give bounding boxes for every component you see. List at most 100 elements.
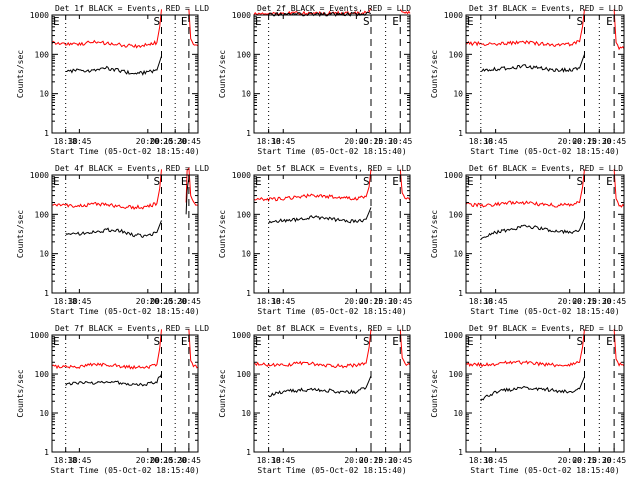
panel-7-ylabel: Counts/sec [16,369,25,417]
panel-6-xtick-label-20-30: 20:30 [587,297,611,306]
panel-4-ylabel: Counts/sec [16,210,25,258]
panel-9-xtick-label-20-15: 20:15 [572,456,596,465]
panel-8-xlabel: Start Time (05-Oct-02 18:15:40) [257,466,406,475]
panel-6-marker-label-s-1: S [577,175,584,188]
panel-9-series-events-seg-1 [480,376,585,402]
panel-8-series-lld-seg-2 [399,329,411,367]
panel-9-xtick-label-18-45: 18:45 [484,456,508,465]
panel-9-xtick-label-18-30: 18:30 [469,456,493,465]
panel-8-ytick-label-10: 10 [241,409,251,418]
panel-4-series-lld-seg-1 [51,169,162,210]
panel-3-ytick-label-100: 100 [449,50,464,59]
panel-8-ylabel: Counts/sec [218,369,227,417]
panel-2-xtick-label-18-30: 18:30 [257,137,281,146]
panel-5-axes-frame [253,174,411,294]
panel-1-xtick-label-18-30: 18:30 [54,137,78,146]
panel-2-xtick-label-20-45: 20:45 [388,137,412,146]
panel-8-title: Det 8f BLACK = Events, RED = LLD [257,324,411,333]
panel-6-ytick-label-1: 1 [458,289,463,298]
panel-7-ytick-label-1: 1 [44,448,49,457]
panel-9-ytick-label-1000: 1000 [444,331,463,340]
panel-1-ytick-label-10: 10 [39,90,49,99]
panel-1-ylabel: Counts/sec [16,50,25,98]
panel-2-marker-label-left: E [255,15,262,28]
panel-1-marker-label-s-1: S [154,15,161,28]
panel-3-xtick-label-18-30: 18:30 [469,137,493,146]
panel-5-marker-label-left: E [255,175,262,188]
panel-3-marker-label-s-1: S [577,15,584,28]
panel-7-marker-label-left: E [53,335,60,348]
panel-2-ytick-label-1: 1 [246,129,251,138]
panel-2-xtick-label-20-00: 20:00 [344,137,368,146]
panel-7-marker-label-e-2: E [181,335,188,348]
panel-1-ytick-label-100: 100 [35,50,50,59]
panel-7-series-lld-seg-2 [188,329,199,369]
panel-1-xtick-label-18-45: 18:45 [67,137,91,146]
panel-1-series-lld-seg-2 [188,9,199,47]
panel-6-xtick-label-20-45: 20:45 [602,297,626,306]
panel-1-marker-label-e-2: E [181,15,188,28]
panel-3-series-events-seg-1 [480,54,585,73]
panel-1-series-lld-seg-1 [51,9,162,49]
panel-6-xtick-label-18-30: 18:30 [469,297,493,306]
panel-9-xtick-label-20-30: 20:30 [587,456,611,465]
panel-2-series-events-seg-1 [268,11,372,18]
panel-9-xlabel: Start Time (05-Oct-02 18:15:40) [470,466,619,475]
panel-7-axes-frame [51,334,199,453]
panel-2-xlabel: Start Time (05-Oct-02 18:15:40) [257,147,406,156]
panel-5-ytick-label-1000: 1000 [232,171,251,180]
panel-2-ytick-label-1000: 1000 [232,11,251,20]
panel-8-xtick-label-20-00: 20:00 [344,456,368,465]
panel-8-ytick-label-1000: 1000 [232,331,251,340]
panel-8-axes-frame [253,334,411,453]
panel-2-title: Det 2f BLACK = Events, RED = LLD [257,4,411,13]
panel-3-xtick-label-20-00: 20:00 [558,137,582,146]
panel-7-xtick-label-18-30: 18:30 [54,456,78,465]
panel-1-ytick-label-1: 1 [44,129,49,138]
panel-6-title: Det 6f BLACK = Events, RED = LLD [469,164,623,173]
panel-9-marker-label-e-2: E [606,335,613,348]
panel-3-series-lld-seg-2 [613,9,625,51]
panel-4-ytick-label-1: 1 [44,289,49,298]
panel-6-ytick-label-100: 100 [449,210,464,219]
panel-7-xtick-label-18-45: 18:45 [67,456,91,465]
panel-4-ytick-label-10: 10 [39,250,49,259]
panel-6-series-lld-seg-2 [613,169,625,208]
panel-2-series-lld-seg-2 [399,9,411,15]
panel-2-xtick-label-20-30: 20:30 [374,137,398,146]
panel-9-series-lld-seg-2 [613,329,625,367]
panel-2-xtick-label-20-15: 20:15 [359,137,383,146]
panel-3-xtick-label-20-45: 20:45 [602,137,626,146]
panel-5-xtick-label-20-15: 20:15 [359,297,383,306]
panel-6-xlabel: Start Time (05-Oct-02 18:15:40) [470,307,619,316]
panel-5-ytick-label-100: 100 [237,210,252,219]
panel-8-ytick-label-1: 1 [246,448,251,457]
panel-5-xtick-label-18-45: 18:45 [271,297,295,306]
panel-2-ytick-label-100: 100 [237,50,252,59]
panel-6-xtick-label-20-15: 20:15 [572,297,596,306]
panel-3-ytick-label-1: 1 [458,129,463,138]
panel-9-axes-frame [465,334,625,453]
panel-3-xtick-label-18-45: 18:45 [484,137,508,146]
panel-4-title: Det 4f BLACK = Events, RED = LLD [55,164,209,173]
panel-6-ytick-label-10: 10 [453,250,463,259]
panel-4-marker-label-left: E [53,175,60,188]
panel-5-series-lld-seg-2 [399,169,411,201]
panel-7-marker-label-s-1: S [154,335,161,348]
panel-8-xtick-label-18-30: 18:30 [257,456,281,465]
panel-3-xtick-label-20-15: 20:15 [572,137,596,146]
panel-2-ytick-label-10: 10 [241,90,251,99]
panel-1-marker-label-left: E [53,15,60,28]
panel-9-ylabel: Counts/sec [430,369,439,417]
panel-4-xtick-label-20-30: 20:30 [163,297,187,306]
panel-8-xtick-label-20-30: 20:30 [374,456,398,465]
panel-6-ytick-label-1000: 1000 [444,171,463,180]
panel-9-ytick-label-1: 1 [458,448,463,457]
panel-5-xtick-label-20-30: 20:30 [374,297,398,306]
panel-8-marker-label-s-1: S [363,335,370,348]
panel-3-xlabel: Start Time (05-Oct-02 18:15:40) [470,147,619,156]
